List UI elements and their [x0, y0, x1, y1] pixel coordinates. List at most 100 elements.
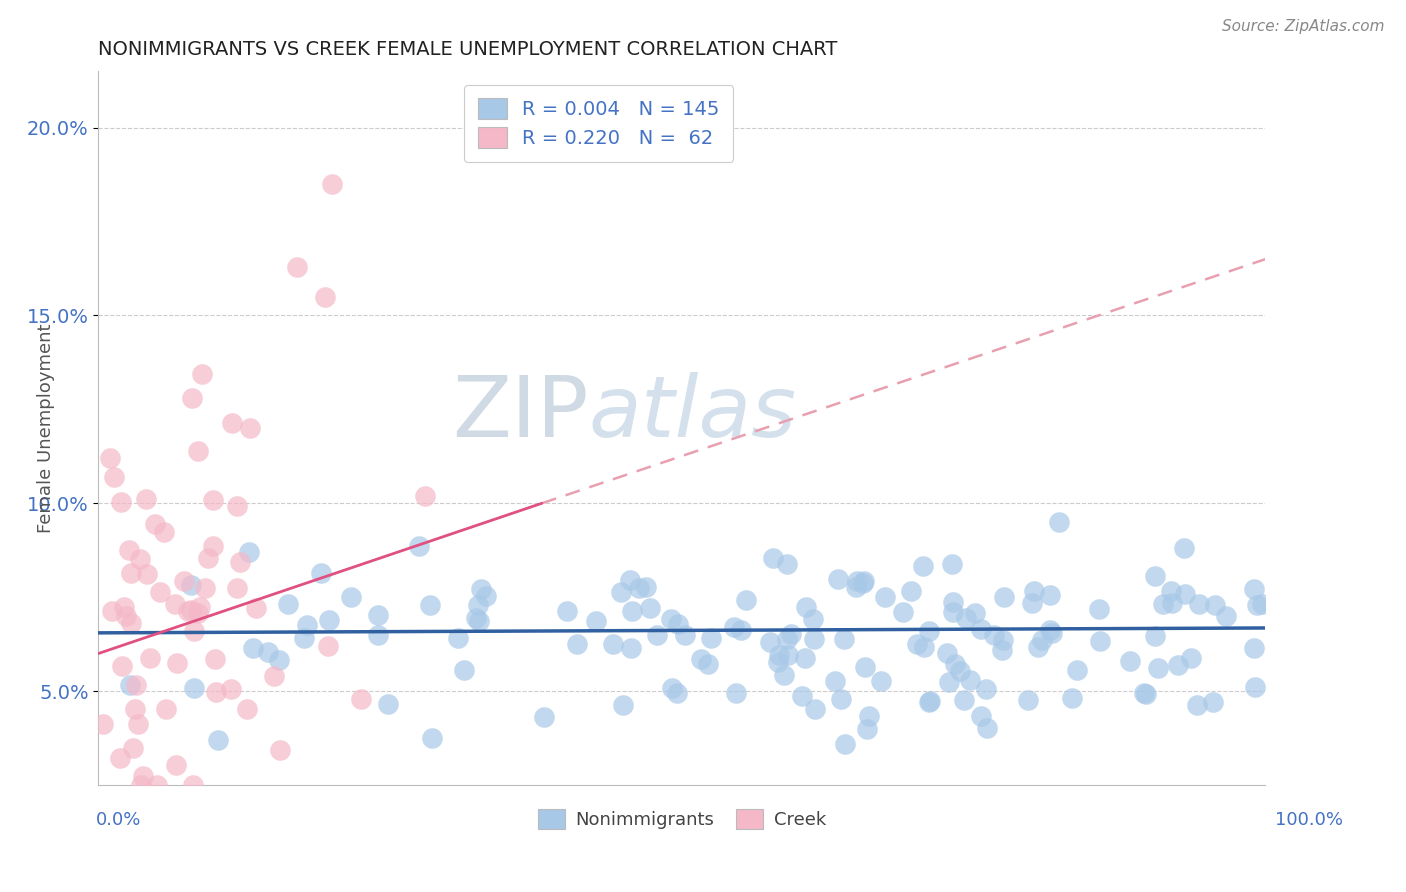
Point [824, 673, 846, 688]
Point [183, 778, 205, 792]
Point [1088, 633, 1111, 648]
Point [856, 722, 879, 736]
Point [659, 611, 682, 625]
Point [221, 416, 243, 430]
Point [834, 737, 856, 751]
Point [585, 614, 607, 628]
Point [565, 637, 588, 651]
Point [845, 581, 868, 595]
Point [832, 632, 855, 646]
Point [191, 368, 214, 382]
Point [180, 578, 202, 592]
Point [827, 573, 849, 587]
Point [612, 698, 634, 713]
Point [636, 580, 658, 594]
Point [367, 607, 389, 622]
Point [875, 590, 897, 604]
Point [699, 631, 721, 645]
Point [340, 591, 363, 605]
Point [188, 600, 211, 615]
Point [734, 593, 756, 607]
Text: ZIP: ZIP [453, 372, 589, 456]
Point [1135, 687, 1157, 701]
Point [955, 611, 977, 625]
Point [269, 742, 291, 756]
Point [91, 716, 114, 731]
Text: atlas: atlas [589, 372, 797, 456]
Point [194, 581, 217, 595]
Point [98, 451, 121, 466]
Point [893, 605, 915, 619]
Point [794, 600, 817, 615]
Point [120, 566, 142, 580]
Point [697, 657, 720, 671]
Point [110, 495, 132, 509]
Text: 0.0%: 0.0% [96, 811, 141, 829]
Point [665, 686, 688, 700]
Point [1243, 640, 1265, 655]
Point [1167, 658, 1189, 673]
Point [277, 597, 299, 611]
Point [852, 575, 875, 590]
Point [177, 605, 200, 619]
Point [1204, 598, 1226, 612]
Point [129, 552, 152, 566]
Point [935, 646, 957, 660]
Point [645, 628, 668, 642]
Point [245, 600, 267, 615]
Point [858, 709, 880, 723]
Point [1040, 625, 1063, 640]
Point [1153, 597, 1175, 611]
Point [180, 391, 202, 405]
Point [803, 632, 825, 646]
Point [377, 698, 399, 712]
Point [229, 555, 252, 569]
Point [759, 635, 782, 649]
Point [135, 491, 157, 506]
Point [690, 652, 713, 666]
Legend: Nonimmigrants, Creek: Nonimmigrants, Creek [530, 802, 834, 837]
Point [239, 421, 262, 435]
Point [969, 708, 991, 723]
Point [533, 710, 555, 724]
Point [914, 640, 936, 654]
Point [465, 611, 488, 625]
Point [1047, 515, 1070, 529]
Point [673, 627, 696, 641]
Point [153, 525, 176, 540]
Point [846, 574, 869, 589]
Point [619, 573, 641, 587]
Point [773, 668, 796, 682]
Point [730, 623, 752, 637]
Point [1031, 633, 1053, 648]
Point [124, 702, 146, 716]
Point [1022, 584, 1045, 599]
Point [238, 545, 260, 559]
Point [1185, 698, 1208, 713]
Point [183, 624, 205, 638]
Point [724, 686, 747, 700]
Point [120, 615, 142, 630]
Point [297, 617, 319, 632]
Point [187, 444, 209, 458]
Point [135, 566, 157, 581]
Point [1066, 664, 1088, 678]
Point [1039, 589, 1062, 603]
Point [801, 612, 824, 626]
Point [1038, 624, 1060, 638]
Text: NONIMMIGRANTS VS CREEK FEMALE UNEMPLOYMENT CORRELATION CHART: NONIMMIGRANTS VS CREEK FEMALE UNEMPLOYME… [98, 39, 838, 59]
Point [1088, 602, 1111, 616]
Point [204, 685, 226, 699]
Point [204, 652, 226, 666]
Point [146, 778, 169, 792]
Point [853, 660, 876, 674]
Point [976, 721, 998, 735]
Point [314, 289, 336, 303]
Text: 100.0%: 100.0% [1275, 811, 1343, 829]
Point [628, 581, 651, 595]
Point [610, 585, 633, 599]
Point [941, 558, 963, 572]
Point [447, 632, 470, 646]
Point [201, 492, 224, 507]
Point [108, 751, 131, 765]
